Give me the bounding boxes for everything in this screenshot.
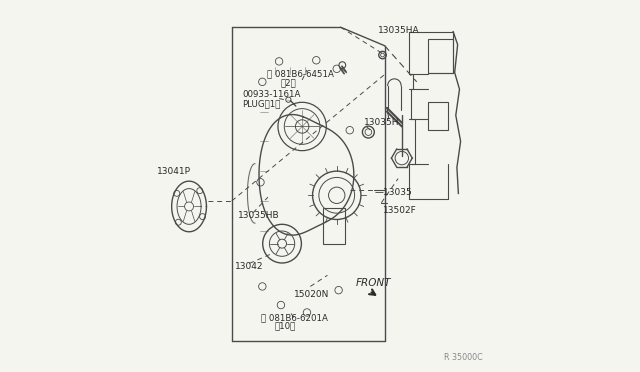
Text: 13042: 13042 [235, 262, 264, 271]
Text: （2）: （2） [280, 78, 296, 87]
Text: PLUG（1）: PLUG（1） [242, 99, 280, 108]
Text: Ⓢ 081B6-6451A: Ⓢ 081B6-6451A [267, 69, 334, 78]
Text: R 35000C: R 35000C [444, 353, 483, 362]
Text: —13035: —13035 [375, 188, 413, 197]
Bar [428, 39, 453, 73]
Text: 13035HA: 13035HA [378, 26, 419, 35]
Text: 13041P: 13041P [157, 167, 191, 176]
Text: 13502F: 13502F [383, 206, 417, 215]
Text: Ⓢ 081B6-6201A: Ⓢ 081B6-6201A [261, 314, 328, 323]
Text: 15020N: 15020N [294, 291, 330, 299]
Text: （10）: （10） [275, 321, 296, 330]
Text: 13035H: 13035H [364, 118, 399, 127]
Text: FRONT: FRONT [356, 279, 392, 288]
Text: 00933-1161A: 00933-1161A [242, 90, 300, 99]
Bar [428, 102, 449, 130]
Text: 13035HB: 13035HB [238, 211, 280, 219]
Bar [323, 208, 344, 244]
